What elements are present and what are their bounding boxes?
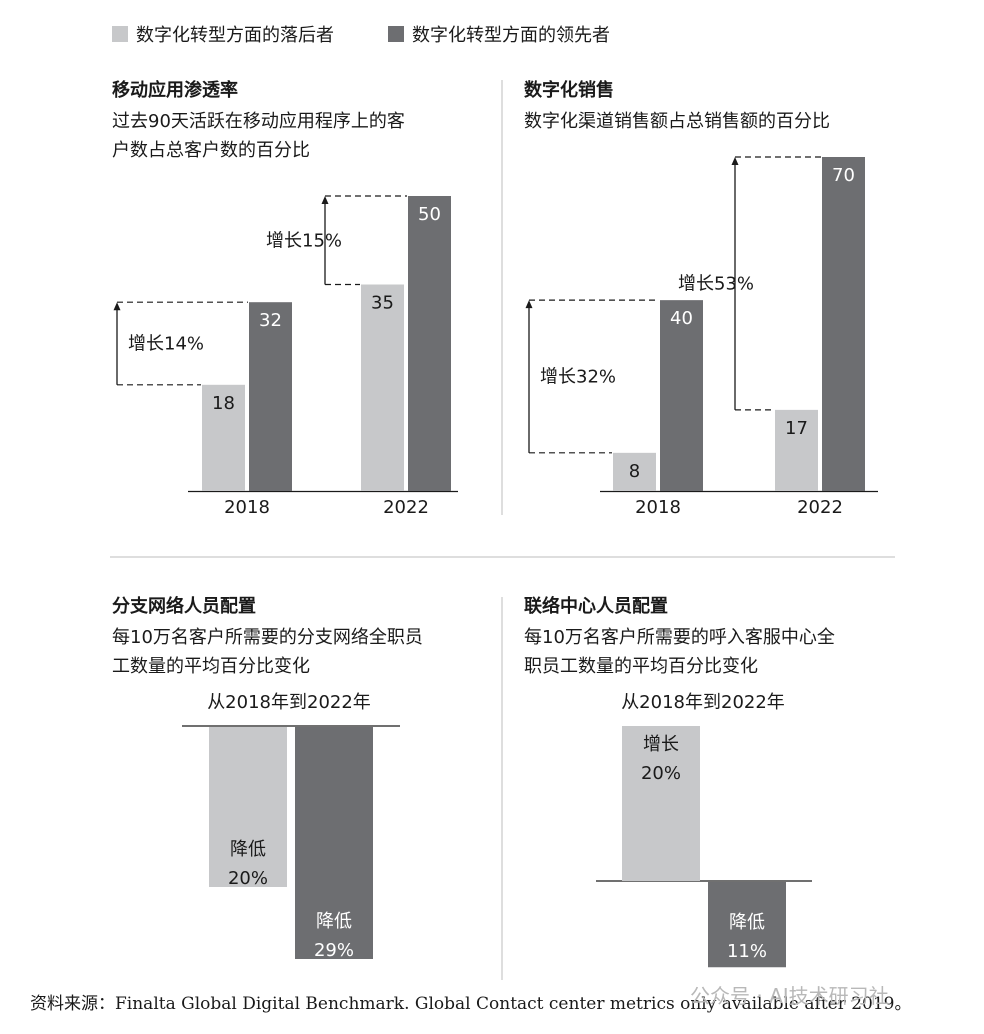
panel4-label-leader-line2: 11% [727, 941, 767, 962]
panel3-label-leader-line2: 29% [314, 940, 354, 961]
panel2-bar-laggard-2022 [775, 409, 818, 491]
panel3-label-leader-line1: 降低 [316, 911, 352, 932]
panel2-ann-label-2022: 增长53% [678, 273, 754, 294]
legend-label-leader: 数字化转型方面的领先者 [412, 25, 610, 46]
panel2-ann-arrow-2022-head [731, 157, 739, 165]
panel1-value-laggard-2018: 18 [212, 393, 235, 414]
panel3-label-laggard-line2: 20% [228, 868, 268, 889]
panel4-subtitle-line2: 职员工数量的平均百分比变化 [524, 656, 758, 677]
panel4-label-laggard-line2: 20% [641, 763, 681, 784]
legend-swatch-laggard [112, 26, 128, 42]
panel3-title: 分支网络人员配置 [112, 595, 256, 617]
panel2-tick-2018: 2018 [635, 497, 681, 518]
panel2-value-laggard-2022: 17 [785, 418, 808, 439]
panel4-bar-laggard [622, 726, 700, 881]
panel1-bar-laggard-2018 [202, 384, 245, 491]
panel3-bar-leader [295, 727, 373, 959]
panel1-ann-label-2022: 增长15% [266, 230, 342, 251]
panel2-bar-leader-2018 [660, 300, 703, 491]
panel2-value-laggard-2018: 8 [629, 461, 640, 482]
panel1-subtitle-line1: 过去90天活跃在移动应用程序上的客 [112, 111, 405, 132]
panel1-value-laggard-2022: 35 [371, 293, 394, 314]
panel3-subtitle-line2: 工数量的平均百分比变化 [112, 656, 310, 677]
panel4-label-laggard-line1: 增长 [643, 734, 679, 755]
watermark: 公众号 · AI技术研习社 [690, 984, 889, 1008]
panel4-title: 联络中心人员配置 [524, 595, 668, 617]
panel4-label-leader-line1: 降低 [729, 912, 765, 933]
panel1-tick-2018: 2018 [224, 497, 270, 518]
panel1-subtitle-line2: 户数占总客户数的百分比 [112, 140, 310, 161]
panel4-bar-leader [708, 882, 786, 968]
chart-marks: 18 32 2018 增长14% 35 50 2022 增长15% 8 40 2018 增长32% 17… [113, 156, 878, 968]
panel2-ann-arrow-2018-head [525, 300, 533, 309]
panel4-period: 从2018年到2022年 [621, 692, 785, 713]
legend-label-laggard: 数字化转型方面的落后者 [136, 25, 334, 46]
panel4-subtitle-line1: 每10万名客户所需要的呼入客服中心全 [524, 627, 835, 648]
panel1-ann-arrow-2022-head [321, 196, 329, 204]
panel3-label-laggard-line1: 降低 [230, 839, 266, 860]
panel2-bar-leader-2022 [822, 157, 865, 491]
panel2-ann-label-2018: 增长32% [540, 366, 616, 387]
panel3-subtitle-line1: 每10万名客户所需要的分支网络全职员 [112, 627, 423, 648]
panel1-title: 移动应用渗透率 [112, 79, 238, 101]
panel1-tick-2022: 2022 [383, 497, 429, 518]
panel3-period: 从2018年到2022年 [207, 692, 371, 713]
panel2-subtitle-line1: 数字化渠道销售额占总销售额的百分比 [524, 111, 830, 132]
panel1-bar-leader-2018 [249, 302, 292, 491]
panel3-bar-laggard [209, 727, 287, 887]
panel2-bar-laggard-2018 [613, 452, 656, 491]
panel1-bar-leader-2022 [408, 196, 451, 491]
panel2-title: 数字化销售 [524, 79, 614, 101]
panel1-value-leader-2022: 50 [418, 204, 441, 225]
panel1-ann-label-2018: 增长14% [128, 334, 204, 355]
panel1-value-leader-2018: 32 [259, 310, 282, 331]
legend-swatch-leader [388, 26, 404, 42]
source-note: 资料来源：Finalta Global Digital Benchmark. G… [30, 994, 912, 1014]
panel1-ann-arrow-2018-head [113, 302, 121, 311]
panel2-value-leader-2018: 40 [670, 308, 693, 329]
panel2-value-leader-2022: 70 [832, 165, 855, 186]
panel1-bar-laggard-2022 [361, 284, 404, 491]
panel2-tick-2022: 2022 [797, 497, 843, 518]
